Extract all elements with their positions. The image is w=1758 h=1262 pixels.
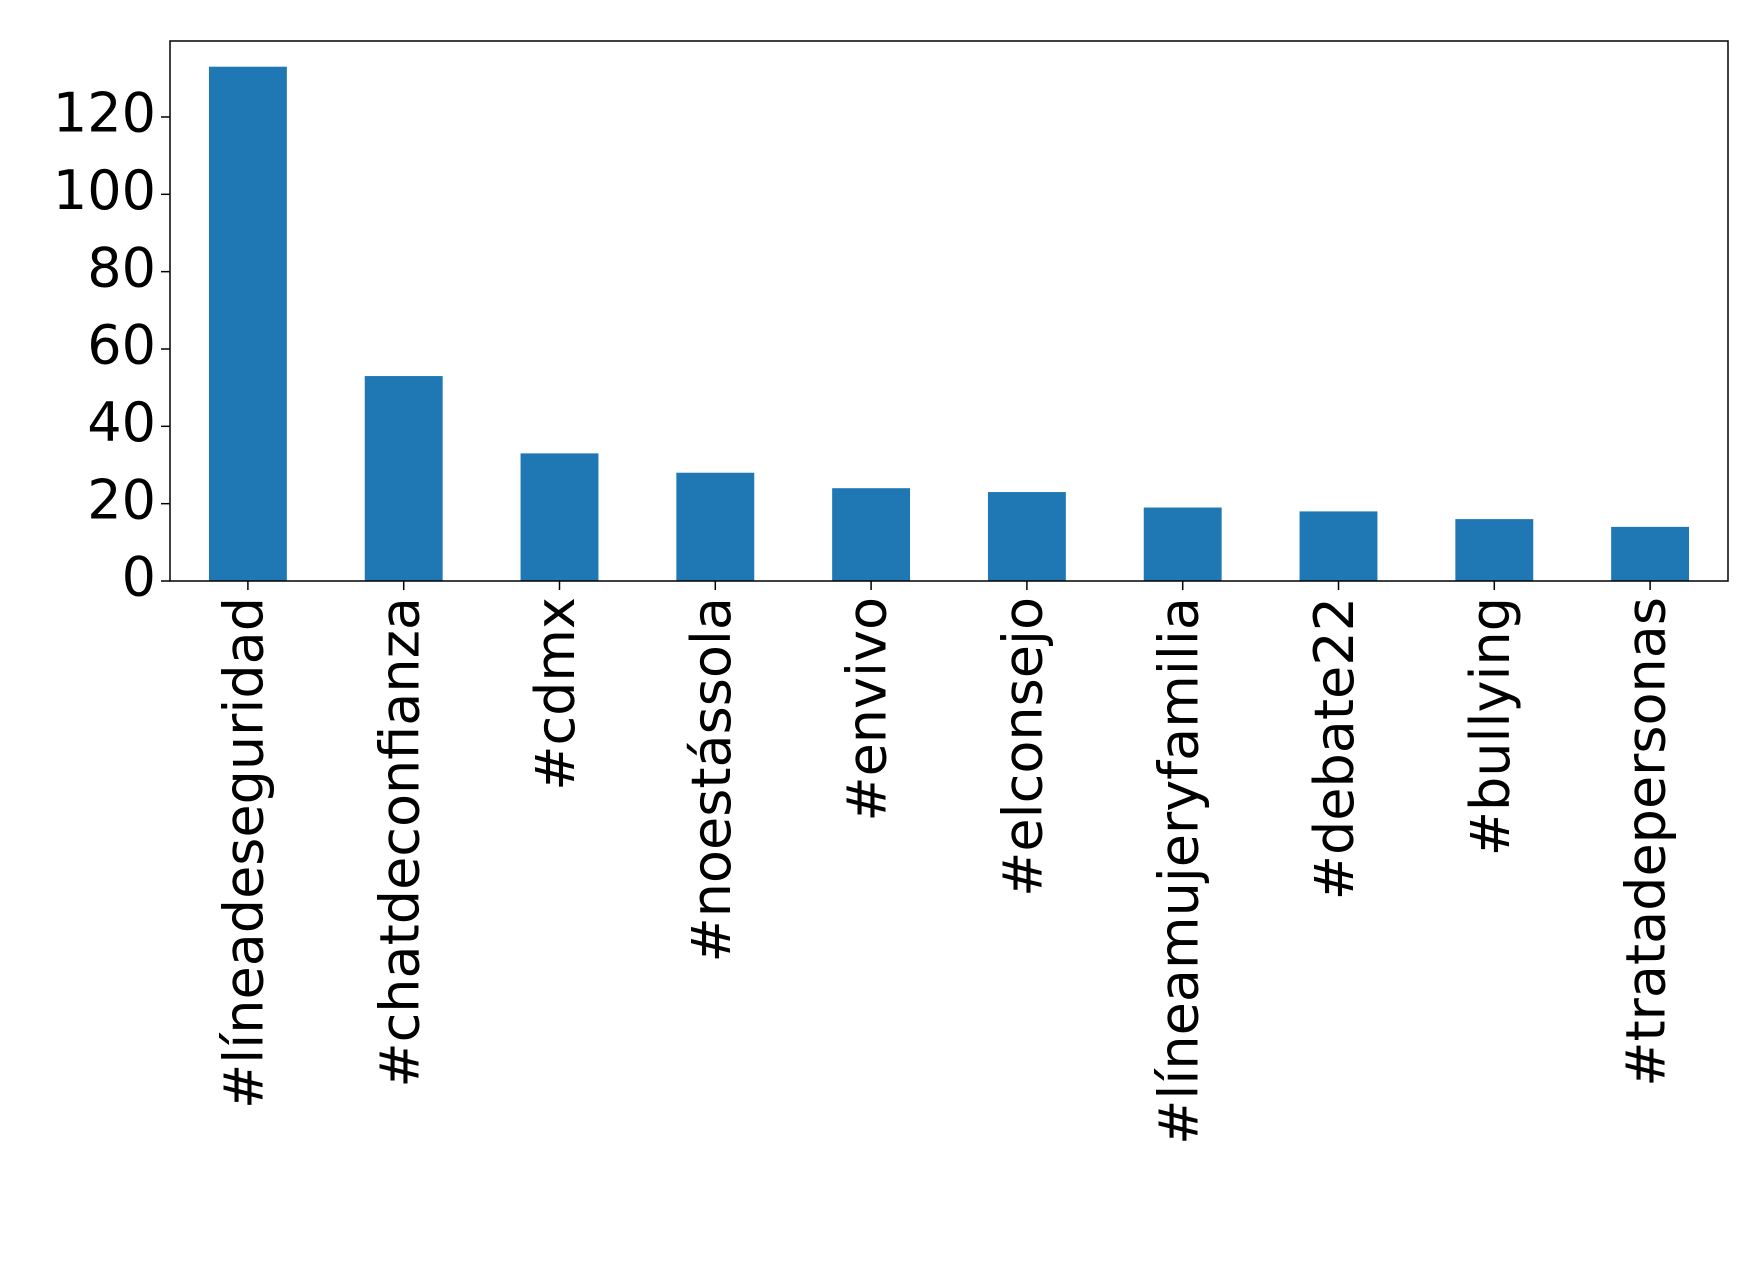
x-tick-label: #tratadepersonas <box>1615 597 1678 1087</box>
bar <box>208 66 287 581</box>
x-tick-label: #noestássola <box>680 597 743 963</box>
bar <box>1455 519 1534 581</box>
bar <box>1299 511 1378 581</box>
y-tick-label: 100 <box>53 159 156 222</box>
x-tick-label: #líneamujeryfamilia <box>1147 597 1210 1145</box>
x-tick-label: #bullying <box>1459 597 1522 856</box>
y-tick-label: 0 <box>122 546 156 609</box>
x-tick-label: #líneadeseguridad <box>213 597 276 1109</box>
x-tick-label: #elconsejo <box>992 597 1055 897</box>
bar <box>676 472 755 581</box>
y-tick-label: 40 <box>87 391 156 454</box>
x-tick-label: #debate22 <box>1303 597 1366 900</box>
bar <box>1143 507 1222 581</box>
bar <box>520 453 599 581</box>
y-tick-label: 20 <box>87 468 156 531</box>
x-tick-label: #cdmx <box>524 597 587 791</box>
bar <box>364 376 443 581</box>
bar <box>1611 526 1690 581</box>
y-tick-label: 60 <box>87 314 156 377</box>
bar <box>987 492 1066 581</box>
plot-frame <box>169 40 1729 582</box>
y-tick-label: 120 <box>53 82 156 145</box>
y-tick-label: 80 <box>87 236 156 299</box>
bar <box>832 488 911 581</box>
x-tick-label: #envivo <box>836 597 899 822</box>
x-tick-label: #chatdeconfianza <box>368 597 431 1088</box>
